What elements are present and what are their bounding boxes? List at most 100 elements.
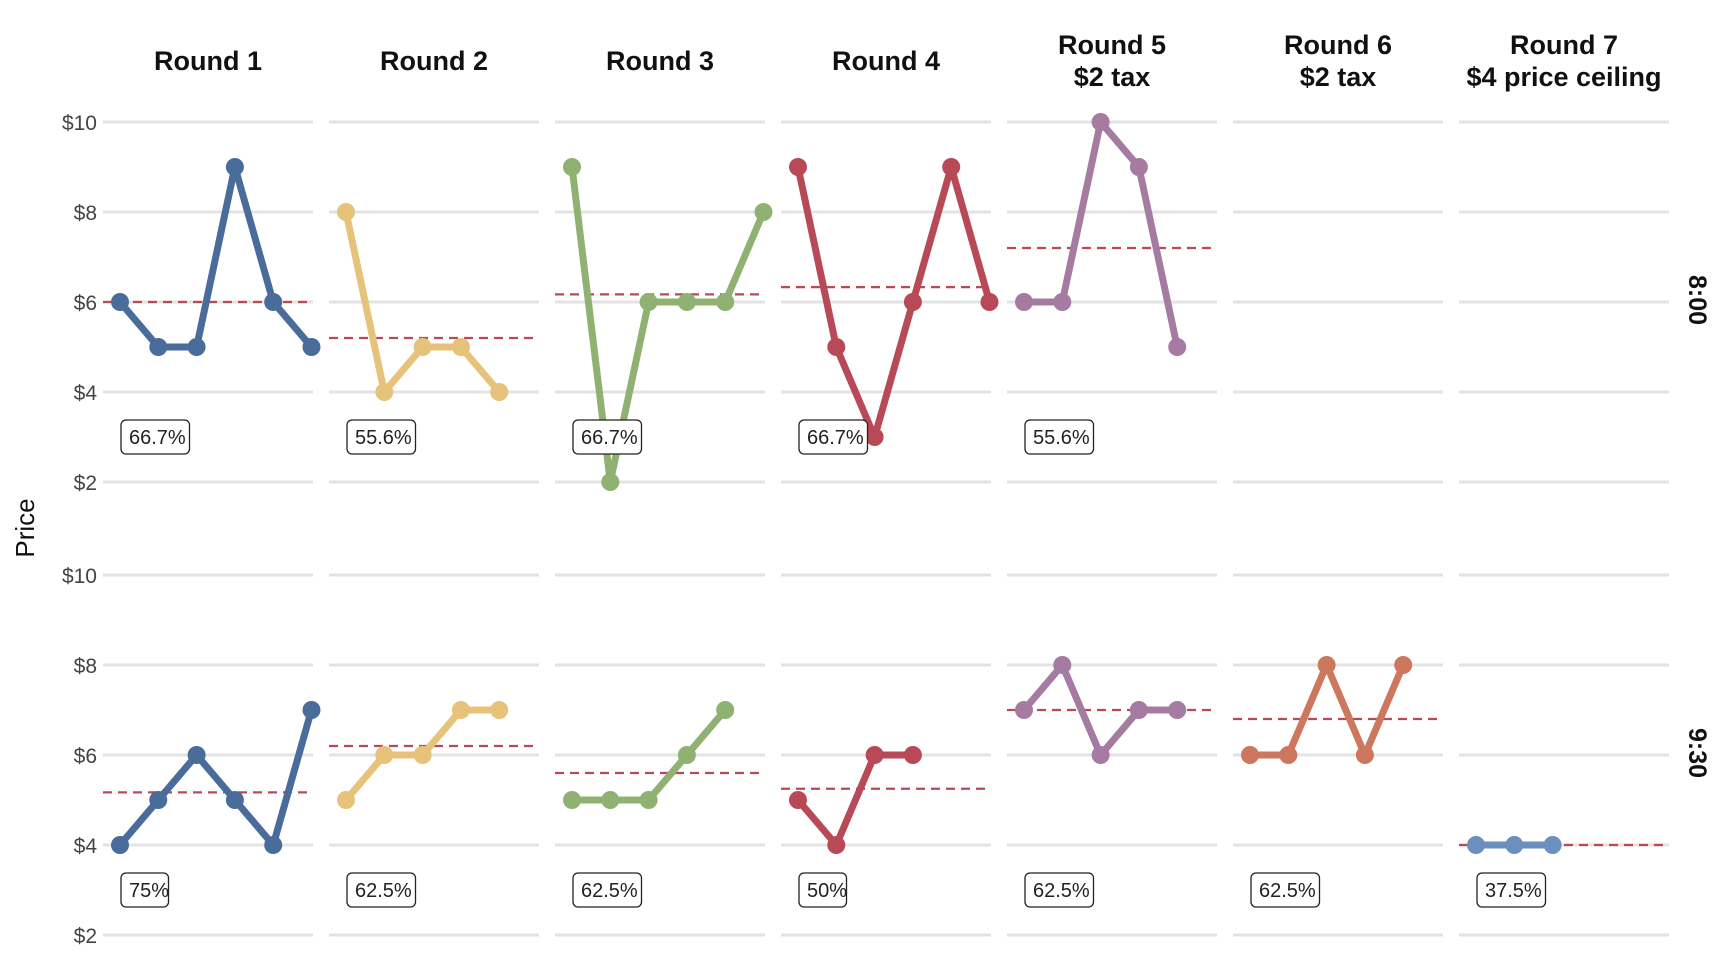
data-point-row2-col1-6 — [302, 701, 321, 719]
data-point-row1-col3-2 — [601, 473, 620, 491]
ytick-row2-6: $6 — [74, 745, 97, 768]
series-line-row1-col5 — [1020, 118, 1181, 351]
data-point-row1-col4-5 — [942, 158, 961, 176]
data-point-row2-col2-1 — [337, 791, 355, 809]
data-point-row2-col1-5 — [264, 836, 283, 854]
data-point-row1-col2-3 — [413, 338, 432, 356]
series-line-row2-col1 — [116, 706, 315, 849]
rate-box-row2-col5 — [1024, 872, 1095, 908]
data-point-row1-col1-3 — [187, 338, 206, 356]
series-line-row1-col1 — [116, 163, 315, 351]
data-point-row2-col3-5 — [716, 701, 735, 719]
ytick-row1-8: $8 — [74, 202, 97, 225]
ytick-row1-2: $2 — [74, 472, 97, 495]
data-point-row1-col3-4 — [677, 293, 696, 311]
rate-box-row2-col3 — [572, 872, 643, 908]
data-point-row2-col5-4 — [1129, 701, 1148, 719]
series-line-row2-col6 — [1246, 661, 1407, 759]
data-point-row1-col1-5 — [264, 293, 283, 311]
rate-label-row2-col6: 62.5% — [1259, 880, 1316, 902]
data-point-row2-col7-3 — [1543, 836, 1562, 854]
rate-box-row1-col4 — [798, 419, 869, 455]
ytick-row2-4: $4 — [74, 835, 98, 858]
rate-box-row1-col3 — [572, 419, 643, 455]
data-point-row1-col1-2 — [149, 338, 168, 356]
data-point-row2-col6-1 — [1241, 746, 1259, 764]
data-point-row1-col4-1 — [789, 158, 807, 176]
data-point-row2-col7-2 — [1505, 836, 1524, 854]
data-point-row1-col3-3 — [639, 293, 658, 311]
data-point-row2-col1-1 — [111, 836, 129, 854]
data-point-row1-col2-2 — [375, 383, 394, 401]
data-point-row2-col4-3 — [865, 746, 884, 764]
ytick-row1-10: $10 — [62, 112, 97, 135]
data-point-row2-col5-5 — [1168, 701, 1187, 719]
data-point-row2-col2-5 — [490, 701, 509, 719]
data-point-row2-col1-2 — [149, 791, 168, 809]
series-line-row1-col4 — [794, 163, 993, 441]
rate-label-row1-col4: 66.7% — [807, 427, 864, 449]
data-point-row1-col1-6 — [302, 338, 321, 356]
rate-label-row1-col5: 55.6% — [1033, 427, 1090, 449]
data-point-row2-col1-3 — [187, 746, 206, 764]
series-line-row2-col4 — [794, 751, 917, 849]
rate-label-row2-col4: 50% — [807, 880, 847, 902]
data-point-row1-col5-2 — [1053, 293, 1072, 311]
data-point-row1-col5-4 — [1129, 158, 1148, 176]
data-point-row2-col4-4 — [903, 746, 922, 764]
rate-label-row2-col1: 75% — [129, 880, 169, 902]
rate-box-row1-col2 — [346, 419, 417, 455]
data-point-row2-col6-3 — [1317, 656, 1336, 674]
panel-title-1: Round 1 — [154, 46, 262, 76]
rate-box-row2-col6 — [1250, 872, 1321, 908]
data-point-row2-col6-4 — [1355, 746, 1374, 764]
data-point-row2-col6-5 — [1394, 656, 1413, 674]
ytick-row2-8: $8 — [74, 655, 97, 678]
panel-title-3: Round 3 — [606, 46, 714, 76]
ytick-row1-4: $4 — [74, 382, 98, 405]
data-point-row2-col6-2 — [1279, 746, 1298, 764]
data-point-row2-col3-4 — [677, 746, 696, 764]
row-label-930: 9:30 — [1683, 728, 1711, 778]
rate-label-row1-col3: 66.7% — [581, 427, 638, 449]
panel-title-6-line-1: Round 6 — [1284, 30, 1392, 60]
data-point-row1-col3-6 — [754, 203, 773, 221]
rate-label-row2-col7: 37.5% — [1485, 880, 1542, 902]
data-point-row2-col4-1 — [789, 791, 807, 809]
panel-title-5-line-2: $2 tax — [1074, 62, 1151, 92]
data-point-row1-col4-3 — [865, 428, 884, 446]
data-point-row1-col3-5 — [716, 293, 735, 311]
rate-box-row1-col5 — [1024, 419, 1095, 455]
data-point-row2-col2-3 — [413, 746, 432, 764]
data-point-row1-col2-1 — [337, 203, 355, 221]
data-point-row2-col2-2 — [375, 746, 394, 764]
ytick-row2-2: $2 — [74, 925, 97, 948]
row-label-800: 8:00 — [1683, 275, 1711, 325]
rate-label-row1-col1: 66.7% — [129, 427, 186, 449]
data-point-row1-col4-2 — [827, 338, 846, 356]
data-point-row1-col5-3 — [1091, 113, 1110, 131]
rate-box-row2-col7 — [1476, 872, 1547, 908]
data-point-row1-col4-6 — [980, 293, 999, 311]
data-point-row2-col5-3 — [1091, 746, 1110, 764]
rate-box-row1-col1 — [120, 419, 191, 455]
data-point-row1-col3-1 — [563, 158, 581, 176]
data-point-row2-col3-3 — [639, 791, 658, 809]
panel-title-4: Round 4 — [832, 46, 940, 76]
panel-title-2: Round 2 — [380, 46, 488, 76]
rate-label-row2-col5: 62.5% — [1033, 880, 1090, 902]
data-point-row2-col4-2 — [827, 836, 846, 854]
data-point-row1-col5-1 — [1015, 293, 1033, 311]
rate-label-row1-col2: 55.6% — [355, 427, 412, 449]
rate-box-row2-col2 — [346, 872, 417, 908]
rate-box-row2-col4 — [798, 872, 848, 908]
data-point-row2-col7-1 — [1467, 836, 1485, 854]
data-point-row1-col2-4 — [451, 338, 470, 356]
data-point-row2-col5-2 — [1053, 656, 1072, 674]
data-point-row2-col1-4 — [225, 791, 244, 809]
rate-box-row2-col1 — [120, 872, 170, 908]
data-point-row1-col1-1 — [111, 293, 129, 311]
data-point-row1-col1-4 — [225, 158, 244, 176]
ytick-row2-10: $10 — [62, 565, 97, 588]
